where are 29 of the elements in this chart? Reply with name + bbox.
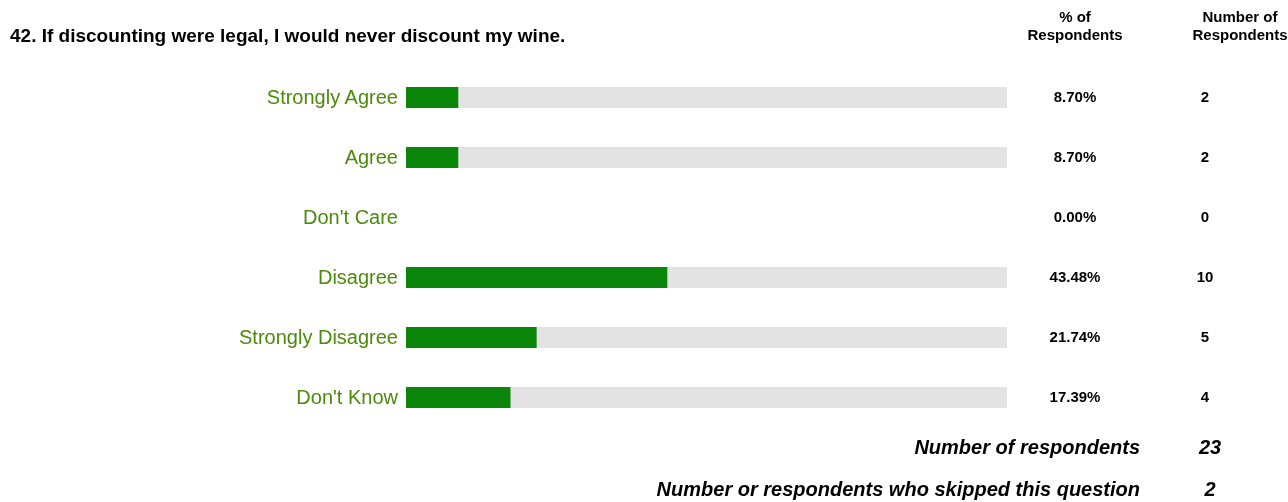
- text: 2: [1203, 478, 1217, 501]
- data-label: 43.48%: [1048, 267, 1102, 287]
- text: 0: [1199, 207, 1211, 227]
- text: Number of Respondents: [1191, 8, 1288, 44]
- data-label: 0.00%: [1052, 207, 1098, 227]
- text: 5: [1199, 327, 1211, 347]
- bar: [406, 147, 459, 168]
- text: 23: [1197, 436, 1223, 459]
- text: 4: [1199, 387, 1211, 407]
- y-tick-label: Don't Care: [303, 206, 398, 229]
- data-label: 8.70%: [1052, 147, 1098, 167]
- text: 10: [1195, 267, 1215, 287]
- bar: [406, 327, 537, 348]
- text: Number or respondents who skipped this question: [656, 478, 1140, 501]
- data-label: 21.74%: [1048, 327, 1102, 347]
- y-tick-label: Disagree: [317, 266, 398, 289]
- bar: [406, 387, 511, 408]
- y-tick-label: Strongly Agree: [266, 86, 398, 109]
- data-label: 17.39%: [1048, 387, 1102, 407]
- y-tick-label: Agree: [344, 146, 398, 169]
- text: 2: [1199, 147, 1211, 167]
- text: % of Respondents: [1026, 8, 1124, 44]
- data-label: 8.70%: [1052, 87, 1098, 107]
- y-tick-label: Don't Know: [296, 386, 399, 409]
- text: Number of respondents: [914, 436, 1140, 459]
- text: 2: [1199, 87, 1211, 107]
- y-tick-label: Strongly Disagree: [239, 326, 398, 349]
- chart-title: 42. If discounting were legal, I would never discount my wine.: [10, 25, 566, 47]
- bar: [406, 87, 459, 108]
